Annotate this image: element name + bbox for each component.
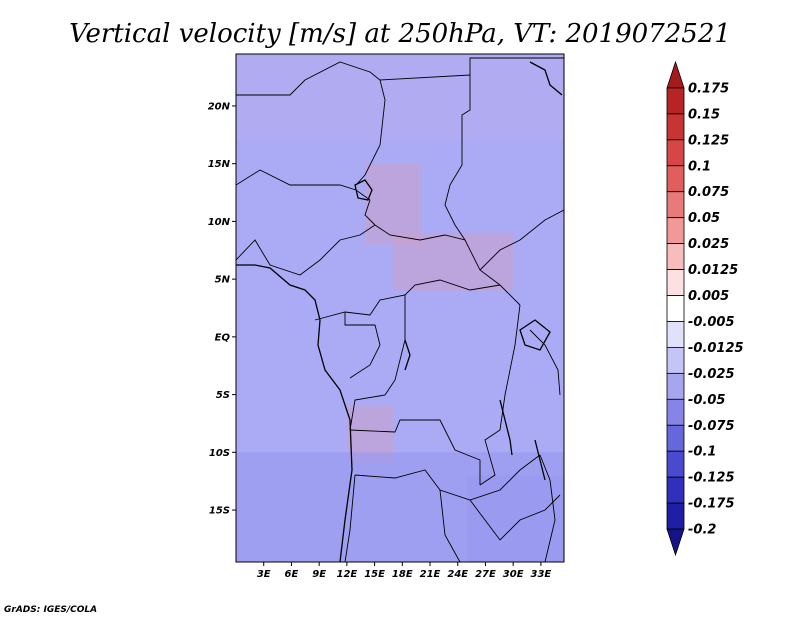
x-tick-label: 30E	[503, 569, 524, 580]
west-coastline	[236, 264, 353, 562]
colorbar-label: 0.15	[688, 107, 720, 122]
colorbar-label: -0.2	[688, 523, 716, 538]
colorbar-label: 0.075	[688, 185, 729, 200]
x-tick-label: 6E	[285, 569, 299, 580]
border-gabon-congo	[344, 312, 381, 379]
plot-frame	[235, 53, 565, 563]
x-tick-label: 21E	[420, 569, 441, 580]
y-tick-label: 5N	[215, 275, 231, 286]
x-tick-label: 33E	[531, 569, 552, 580]
x-tick-label: 9E	[312, 569, 326, 580]
red-sea-coast	[529, 61, 563, 96]
colorbar-label: 0.025	[688, 237, 729, 252]
border-drc-east	[479, 304, 521, 486]
colorbar-segment	[666, 502, 685, 530]
colorbar-top-triangle	[666, 60, 685, 89]
colorbar-segment	[666, 347, 685, 374]
colorbar-segment	[666, 372, 685, 400]
border-south-sudan-ethiopia	[479, 209, 564, 271]
y-tick-label: 10S	[209, 448, 230, 459]
lake-malawi	[534, 439, 546, 481]
y-tick-label: 10N	[208, 217, 231, 228]
velocity-field-texture	[236, 54, 564, 562]
border-botswana	[439, 489, 461, 562]
colorbar-segment	[666, 269, 685, 296]
lake-chad	[354, 179, 373, 201]
border-nigeria-cameroon	[236, 224, 376, 276]
border-libya-sudan	[379, 74, 471, 241]
colorbar-label: 0.005	[688, 289, 729, 304]
colorbar-label: -0.175	[688, 497, 735, 512]
colorbar-label: 0.1	[688, 159, 711, 174]
colorbar-segment	[666, 165, 685, 193]
border-egypt	[469, 57, 564, 75]
colorbar-segment	[666, 243, 685, 270]
border-car-sudan	[374, 224, 521, 306]
colorbar-segment	[666, 476, 685, 504]
colorbar-segment	[666, 113, 685, 141]
colorbar-segment	[666, 398, 685, 426]
colorbar-label: -0.1	[688, 445, 716, 460]
x-tick-label: 12E	[336, 569, 357, 580]
colorbar-label: 0.175	[688, 81, 729, 96]
x-tick-label: 18E	[392, 569, 413, 580]
colorbar-label: -0.025	[688, 367, 735, 382]
chart-title: Vertical velocity [m/s] at 250hPa, VT: 2…	[69, 19, 731, 49]
colorbar: 0.175 0.15 0.125 0.1 0.075 0.05 0.025 0.0125 0.0…	[666, 60, 744, 557]
colorbar-segment	[666, 295, 685, 322]
colorbar-label: 0.05	[688, 211, 720, 226]
lake-tanganyika	[499, 399, 513, 456]
colorbar-label: 0.0125	[688, 263, 738, 278]
map-plot-area: 3E 6E 9E 12E 15E 18E 21E 24E 27E 30E 33E 20N 15N 10N…	[208, 53, 565, 580]
colorbar-label: -0.005	[688, 315, 735, 330]
country-borders	[236, 57, 564, 562]
border-angola-namibia	[344, 474, 356, 562]
lake-victoria	[519, 319, 551, 351]
colorbar-segment	[666, 191, 685, 219]
x-tick-label: 15E	[364, 569, 385, 580]
colorbar-label: -0.075	[688, 419, 735, 434]
colorbar-segment	[666, 217, 685, 245]
border-kenya-tanzania	[529, 329, 561, 396]
grads-credit: GrADS: IGES/COLA	[4, 605, 97, 615]
colorbar-segment	[666, 450, 685, 478]
x-tick-label: 27E	[475, 569, 496, 580]
colorbar-label: -0.05	[688, 393, 725, 408]
coastlines-and-lakes	[236, 61, 563, 562]
x-tick-label: 3E	[257, 569, 271, 580]
border-angola-zambia	[349, 419, 481, 485]
colorbar-segment	[666, 87, 685, 115]
x-tick-label: 24E	[447, 569, 468, 580]
y-tick-label: 20N	[208, 101, 231, 112]
colorbar-bottom-triangle	[666, 528, 685, 557]
border-niger-nigeria	[236, 169, 376, 226]
y-tick-label: 15S	[209, 506, 230, 517]
border-drc-west	[349, 295, 406, 431]
colorbar-segment	[666, 424, 685, 452]
colorbar-segment	[666, 139, 685, 167]
y-tick-label: 5S	[216, 390, 230, 401]
lake-kivu	[404, 339, 411, 371]
colorbar-label: 0.125	[688, 133, 729, 148]
border-algeria-niger-chad	[236, 61, 386, 186]
y-tick-label: EQ	[215, 332, 231, 343]
colorbar-segment	[666, 321, 685, 348]
x-axis-ticks: 3E 6E 9E 12E 15E 18E 21E 24E 27E 30E 33E	[257, 562, 552, 580]
colorbar-label: -0.125	[688, 471, 735, 486]
border-zimbabwe	[469, 494, 561, 541]
y-axis-ticks: 20N 15N 10N 5N EQ 5S 10S 15S	[208, 101, 236, 517]
y-tick-label: 15N	[208, 159, 231, 170]
colorbar-label: -0.0125	[688, 341, 744, 356]
border-zambia-south	[354, 454, 541, 501]
border-mozambique	[539, 454, 556, 562]
